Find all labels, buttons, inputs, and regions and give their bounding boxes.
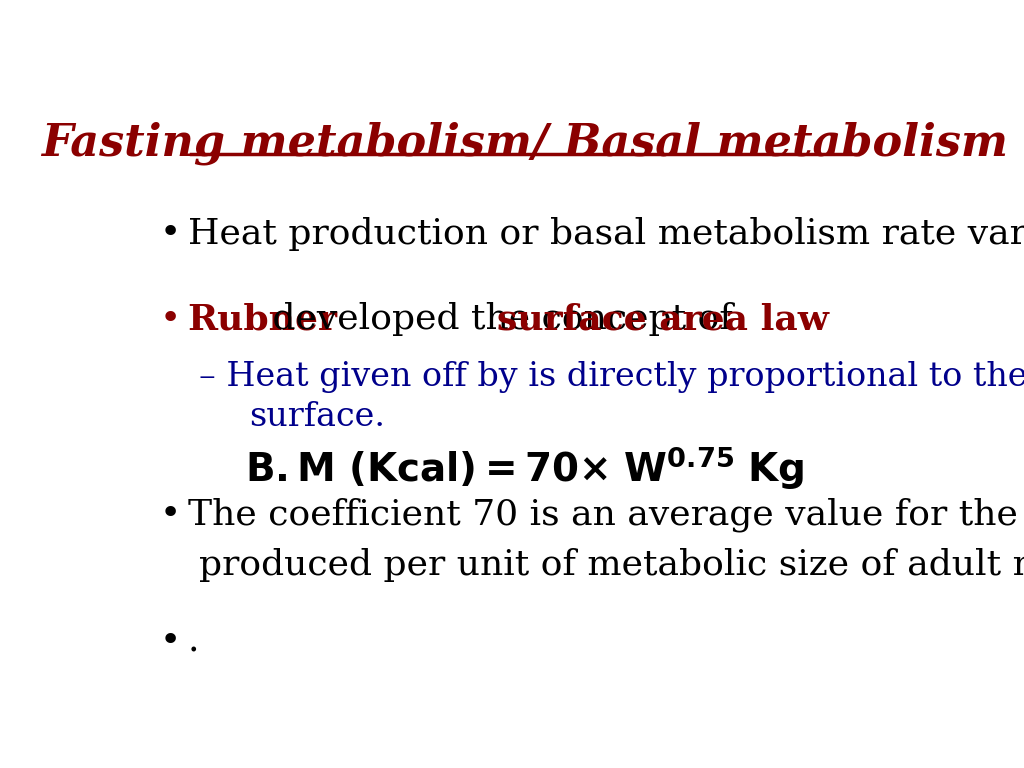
Text: Rubner: Rubner	[187, 302, 338, 336]
Text: The coefficient 70 is an average value for the Kcal of basal heat: The coefficient 70 is an average value f…	[187, 497, 1024, 531]
Text: •: •	[160, 624, 181, 658]
Text: •: •	[160, 497, 181, 531]
Text: Fasting metabolism/ Basal metabolism: Fasting metabolism/ Basal metabolism	[41, 121, 1009, 165]
Text: produced per unit of metabolic size of adult mammals.: produced per unit of metabolic size of a…	[200, 548, 1024, 581]
Text: •: •	[160, 217, 181, 250]
Text: developed the concept of: developed the concept of	[260, 302, 743, 336]
Text: $\mathbf{B.M\ (Kcal) = 70{\times}\ W^{0.75}\ Kg}$: $\mathbf{B.M\ (Kcal) = 70{\times}\ W^{0.…	[245, 444, 805, 492]
Text: •: •	[160, 302, 181, 336]
Text: .: .	[187, 624, 199, 658]
Text: surface.: surface.	[249, 401, 385, 433]
Text: – Heat given off by is directly proportional to their body: – Heat given off by is directly proporti…	[200, 361, 1024, 393]
Text: surface area law: surface area law	[497, 302, 828, 336]
Text: Heat production or basal metabolism rate varies with body size.: Heat production or basal metabolism rate…	[187, 217, 1024, 251]
